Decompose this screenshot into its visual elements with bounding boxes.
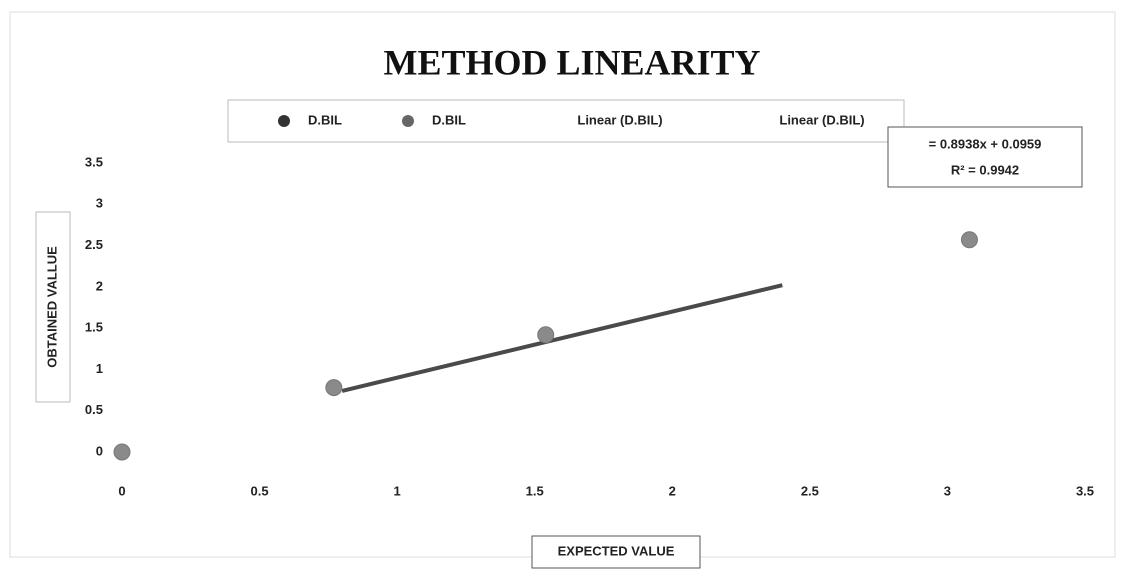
x-tick-label: 2.5 bbox=[801, 483, 819, 498]
r-squared: R² = 0.9942 bbox=[951, 162, 1019, 177]
chart-title: METHOD LINEARITY bbox=[383, 42, 760, 82]
y-tick-label: 3.5 bbox=[85, 154, 103, 169]
trendline bbox=[341, 283, 783, 393]
x-tick-label: 0 bbox=[118, 483, 125, 498]
chart-frame bbox=[9, 11, 1116, 558]
y-tick-label: 0.5 bbox=[85, 402, 103, 417]
legend-label: D.BIL bbox=[308, 112, 342, 127]
y-tick-label: 1.5 bbox=[85, 320, 103, 335]
x-axis-label: EXPECTED VALUE bbox=[558, 543, 675, 558]
x-tick-label: 0.5 bbox=[251, 483, 269, 498]
x-label-box bbox=[531, 535, 701, 569]
y-tick-label: 2.5 bbox=[85, 237, 103, 252]
data-point bbox=[960, 231, 978, 249]
legend-label: D.BIL bbox=[432, 112, 466, 127]
x-tick-label: 3.5 bbox=[1076, 483, 1094, 498]
data-point bbox=[325, 379, 343, 397]
legend-box bbox=[227, 99, 905, 143]
x-tick-label: 1 bbox=[394, 483, 401, 498]
data-point bbox=[113, 443, 131, 461]
x-tick-label: 2 bbox=[669, 483, 676, 498]
equation-box bbox=[887, 126, 1083, 188]
y-tick-label: 3 bbox=[96, 196, 103, 211]
legend-label: Linear (D.BIL) bbox=[779, 112, 864, 127]
legend-marker bbox=[402, 115, 414, 127]
legend-label: Linear (D.BIL) bbox=[577, 112, 662, 127]
legend-marker bbox=[278, 115, 290, 127]
y-tick-label: 1 bbox=[96, 361, 103, 376]
equation: = 0.8938x + 0.0959 bbox=[929, 136, 1042, 151]
x-tick-label: 1.5 bbox=[526, 483, 544, 498]
y-axis-label: OBTAINED VALLUE bbox=[44, 246, 59, 368]
y-label-box bbox=[35, 211, 71, 403]
y-tick-label: 0 bbox=[96, 443, 103, 458]
x-tick-label: 3 bbox=[944, 483, 951, 498]
y-tick-label: 2 bbox=[96, 278, 103, 293]
data-point bbox=[537, 326, 555, 344]
